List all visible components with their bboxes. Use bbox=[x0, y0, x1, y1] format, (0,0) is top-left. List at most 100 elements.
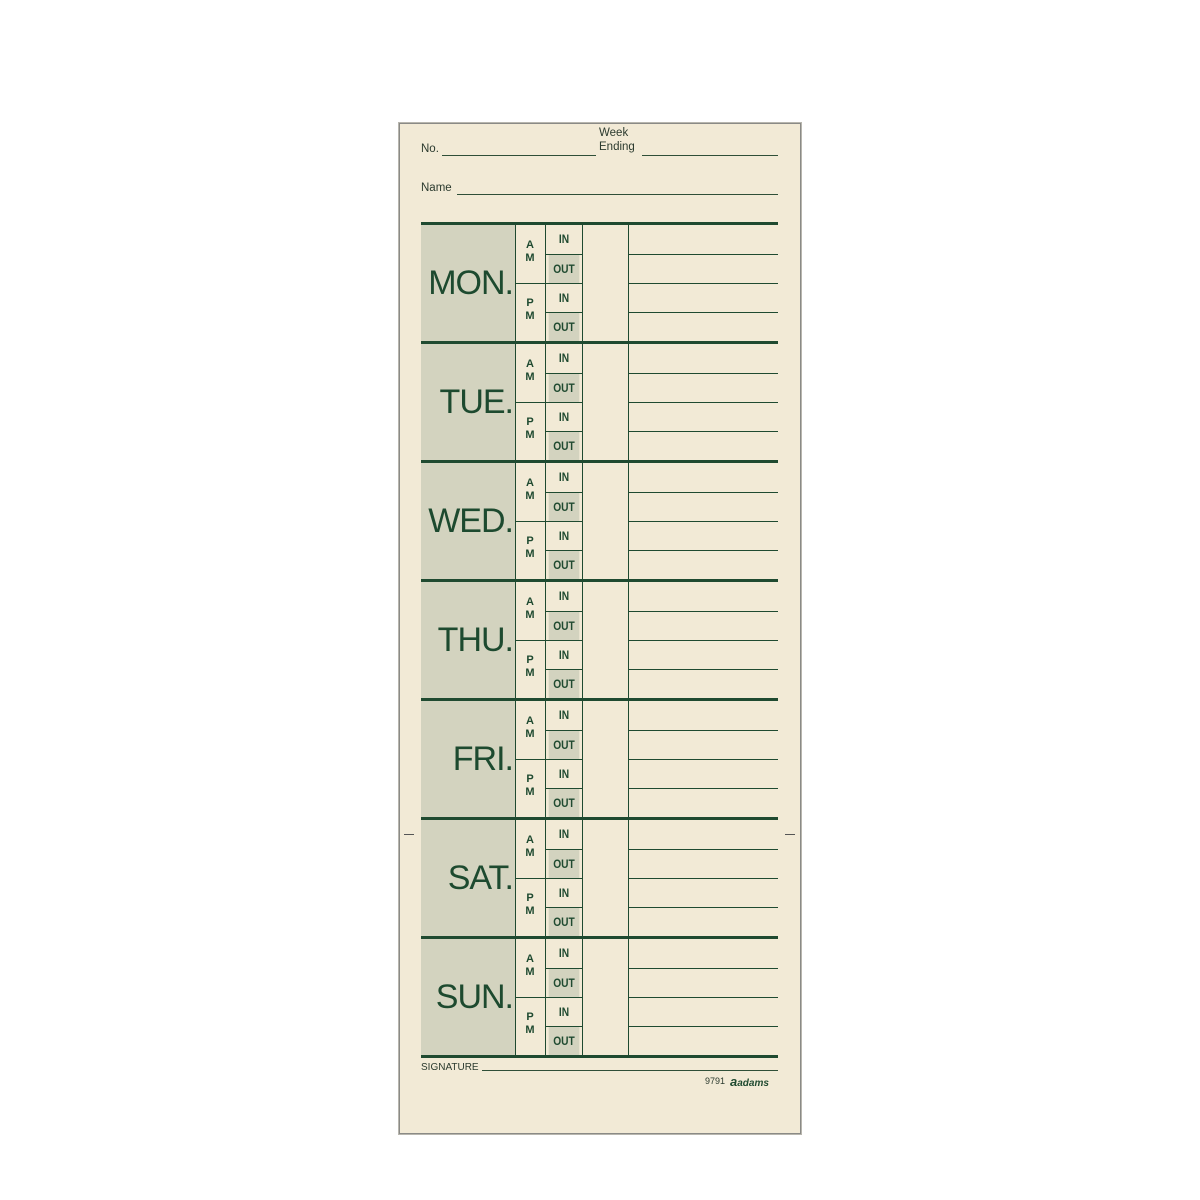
pm-out-label: OUT bbox=[548, 313, 580, 341]
day-separator bbox=[421, 698, 778, 701]
am-out-label: OUT bbox=[548, 969, 580, 997]
am-out-label: OUT bbox=[548, 731, 580, 759]
time-entry-line[interactable] bbox=[628, 1026, 778, 1027]
am-out-label: OUT bbox=[548, 493, 580, 521]
pm-out-label: OUT bbox=[548, 432, 580, 460]
perforation-mark-right bbox=[785, 834, 795, 835]
pm-in-label: IN bbox=[558, 886, 570, 900]
day-name: FRI. bbox=[421, 701, 515, 817]
perforation-mark-left bbox=[404, 834, 414, 835]
brand-logo: aadams bbox=[730, 1074, 769, 1089]
form-number: 9791 bbox=[705, 1076, 726, 1086]
time-entry-line[interactable] bbox=[628, 997, 778, 998]
am-in-label: IN bbox=[558, 232, 570, 246]
day-separator bbox=[421, 341, 778, 344]
day-separator bbox=[421, 460, 778, 463]
day-name: MON. bbox=[421, 225, 515, 341]
time-entry-line[interactable] bbox=[628, 968, 778, 969]
am-out-label: OUT bbox=[548, 850, 580, 878]
time-entry-line[interactable] bbox=[628, 730, 778, 731]
time-entry-line[interactable] bbox=[628, 521, 778, 522]
pm-out-label: OUT bbox=[548, 1027, 580, 1055]
signature-label: SIGNATURE bbox=[421, 1062, 479, 1073]
pm-in-label: IN bbox=[558, 648, 570, 662]
time-entry-line[interactable] bbox=[628, 640, 778, 641]
time-entry-line[interactable] bbox=[628, 312, 778, 313]
time-entry-line[interactable] bbox=[628, 283, 778, 284]
time-entry-line[interactable] bbox=[628, 550, 778, 551]
time-entry-line[interactable] bbox=[628, 759, 778, 760]
time-entry-line[interactable] bbox=[628, 431, 778, 432]
time-entry-line[interactable] bbox=[628, 788, 778, 789]
am-out-label: OUT bbox=[548, 255, 580, 283]
week-ending-field[interactable] bbox=[642, 155, 778, 156]
pm-in-label: IN bbox=[558, 529, 570, 543]
week-label: Week bbox=[599, 127, 629, 139]
day-separator bbox=[421, 936, 778, 939]
day-name: SAT. bbox=[421, 820, 515, 936]
time-entry-line[interactable] bbox=[628, 849, 778, 850]
no-label: No. bbox=[421, 143, 439, 155]
day-separator bbox=[421, 817, 778, 820]
day-name: THU. bbox=[421, 582, 515, 698]
pm-in-label: IN bbox=[558, 1005, 570, 1019]
ending-label: Ending bbox=[599, 141, 635, 153]
am-in-label: IN bbox=[558, 708, 570, 722]
name-label: Name bbox=[421, 182, 452, 194]
day-name: WED. bbox=[421, 463, 515, 579]
pm-in-label: IN bbox=[558, 410, 570, 424]
time-entry-line[interactable] bbox=[628, 611, 778, 612]
day-name: SUN. bbox=[421, 939, 515, 1055]
am-in-label: IN bbox=[558, 827, 570, 841]
day-name: TUE. bbox=[421, 344, 515, 460]
time-entry-line[interactable] bbox=[628, 373, 778, 374]
brand-logo-mark: a bbox=[730, 1074, 738, 1089]
day-separator bbox=[421, 579, 778, 582]
pm-out-label: OUT bbox=[548, 551, 580, 579]
time-entry-line[interactable] bbox=[628, 492, 778, 493]
pm-out-label: OUT bbox=[548, 908, 580, 936]
no-field[interactable] bbox=[442, 155, 596, 156]
brand-name: adams bbox=[737, 1078, 769, 1089]
time-entry-line[interactable] bbox=[628, 254, 778, 255]
am-out-label: OUT bbox=[548, 612, 580, 640]
am-in-label: IN bbox=[558, 351, 570, 365]
time-entry-line[interactable] bbox=[628, 669, 778, 670]
am-in-label: IN bbox=[558, 470, 570, 484]
signature-field[interactable] bbox=[482, 1070, 778, 1071]
time-entry-line[interactable] bbox=[628, 907, 778, 908]
day-separator bbox=[421, 222, 778, 225]
pm-out-label: OUT bbox=[548, 670, 580, 698]
time-entry-line[interactable] bbox=[628, 878, 778, 879]
am-in-label: IN bbox=[558, 946, 570, 960]
am-out-label: OUT bbox=[548, 374, 580, 402]
am-in-label: IN bbox=[558, 589, 570, 603]
time-entry-line[interactable] bbox=[628, 402, 778, 403]
pm-in-label: IN bbox=[558, 291, 570, 305]
day-separator bbox=[421, 1055, 778, 1058]
name-field[interactable] bbox=[457, 194, 778, 195]
pm-in-label: IN bbox=[558, 767, 570, 781]
